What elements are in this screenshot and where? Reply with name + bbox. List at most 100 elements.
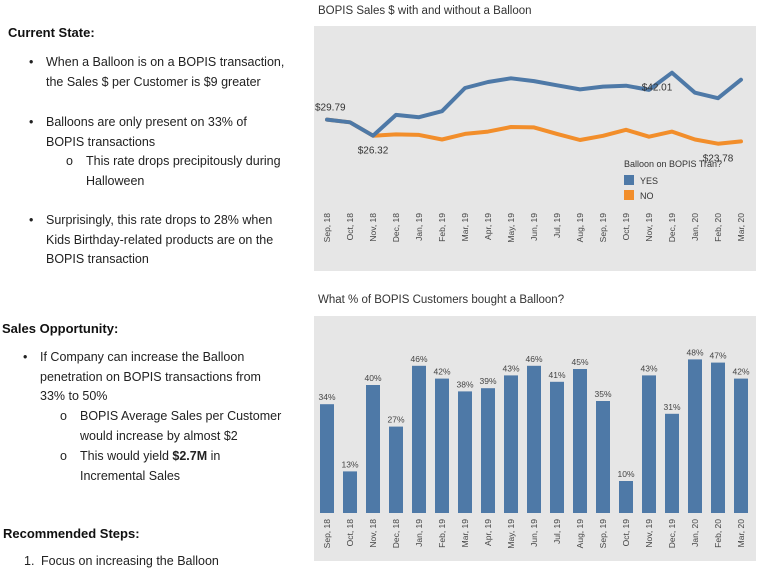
bullet-text-line: If Company can increase the Balloon bbox=[40, 350, 245, 364]
bullet-glyph: • bbox=[29, 115, 34, 129]
subbullet-incremental-sales: o This would yield $2.7M in Incremental … bbox=[60, 447, 220, 486]
bullet-text-line: Kids Birthday-related products are on th… bbox=[46, 232, 274, 247]
x-tick-label: Sep, 18 bbox=[322, 213, 332, 243]
bar bbox=[573, 369, 587, 513]
bullet-sales-per-customer: • When a Balloon is on a BOPIS transacti… bbox=[29, 53, 285, 92]
bar-value-label: 46% bbox=[410, 354, 427, 364]
summary-panel: Current State: • When a Balloon is on a … bbox=[0, 0, 312, 577]
bar bbox=[711, 362, 725, 513]
subbullet-text-line: Halloween bbox=[86, 173, 145, 188]
legend-swatch-yes bbox=[624, 175, 634, 185]
bullet-text-line: 33% to 50% bbox=[40, 389, 108, 403]
x-tick-label: Apr, 19 bbox=[483, 213, 493, 240]
x-tick-label: Jan, 19 bbox=[414, 519, 424, 547]
bar bbox=[320, 404, 334, 513]
x-tick-label: Jun, 19 bbox=[529, 213, 539, 241]
x-tick-label: Oct, 19 bbox=[621, 519, 631, 547]
x-tick-label: May, 19 bbox=[506, 213, 516, 243]
bar-value-label: 41% bbox=[548, 370, 565, 380]
x-tick-label: Jul, 19 bbox=[552, 519, 562, 544]
x-tick-label: Nov, 18 bbox=[368, 519, 378, 548]
x-tick-label: May, 19 bbox=[506, 519, 516, 549]
x-tick-label: Jun, 19 bbox=[529, 519, 539, 547]
series-line-no bbox=[325, 117, 743, 146]
bar bbox=[665, 413, 679, 513]
x-tick-label: Jan, 20 bbox=[690, 519, 700, 547]
bar bbox=[734, 378, 748, 513]
x-tick-label: Nov, 19 bbox=[644, 519, 654, 548]
x-tick-label: Feb, 19 bbox=[437, 519, 447, 548]
x-tick-label: Mar, 19 bbox=[460, 519, 470, 548]
bar bbox=[688, 359, 702, 513]
bullet-text-line: BOPIS transactions bbox=[46, 134, 156, 149]
bar-value-label: 47% bbox=[709, 351, 726, 361]
x-tick-label: Oct, 19 bbox=[621, 213, 631, 241]
bar-chart-panel: 34% 13% 40% 27% 46% 42% 38% 39% 43% 46% 41% 45% 35% 1… bbox=[314, 316, 756, 561]
bar bbox=[412, 365, 426, 513]
bullet-glyph: • bbox=[29, 213, 34, 227]
x-tick-label: Dec, 18 bbox=[391, 519, 401, 549]
bar-chart: 34% 13% 40% 27% 46% 42% 38% 39% 43% 46% 41% 45% 35% 1… bbox=[318, 347, 749, 549]
x-tick-label: Nov, 19 bbox=[644, 213, 654, 242]
bar bbox=[366, 385, 380, 513]
series-line-yes bbox=[325, 70, 743, 138]
data-label: $23.78 bbox=[703, 154, 734, 165]
x-tick-label: Jan, 19 bbox=[414, 213, 424, 241]
line-chart-title: BOPIS Sales $ with and without a Balloon bbox=[318, 5, 532, 17]
incremental-value: $2.7M bbox=[172, 449, 208, 463]
bullet-text-line: Surprisingly, this rate drops to 28% whe… bbox=[46, 213, 273, 227]
x-tick-label: Mar, 20 bbox=[736, 213, 746, 242]
subbullet-text-line: BOPIS Average Sales per Customer bbox=[80, 409, 282, 423]
data-label: $42.01 bbox=[642, 83, 673, 94]
subbullet-glyph: o bbox=[60, 449, 67, 463]
x-tick-label: Dec, 19 bbox=[667, 519, 677, 549]
bar-value-label: 43% bbox=[640, 363, 657, 373]
x-tick-label: Aug, 19 bbox=[575, 519, 585, 549]
bar-value-label: 34% bbox=[318, 392, 335, 402]
bar bbox=[481, 388, 495, 513]
bar-value-label: 43% bbox=[502, 363, 519, 373]
bar-value-label: 35% bbox=[594, 389, 611, 399]
subbullet-avg-sales: o BOPIS Average Sales per Customer would… bbox=[60, 407, 282, 446]
x-tick-label: Sep, 19 bbox=[598, 519, 608, 549]
x-tick-label: Apr, 19 bbox=[483, 519, 493, 546]
x-tick-label: Dec, 19 bbox=[667, 213, 677, 243]
x-tick-label: Feb, 20 bbox=[713, 213, 723, 242]
bar-value-label: 27% bbox=[387, 415, 404, 425]
x-tick-label: Jan, 20 bbox=[690, 213, 700, 241]
data-label: $29.79 bbox=[315, 103, 346, 114]
bar-value-label: 40% bbox=[364, 373, 381, 383]
text-suffix: in bbox=[207, 449, 221, 463]
bullet-kids-birthday: • Surprisingly, this rate drops to 28% w… bbox=[29, 211, 274, 270]
bullet-increase-penetration: • If Company can increase the Balloon pe… bbox=[23, 348, 261, 407]
bar-value-label: 42% bbox=[433, 367, 450, 377]
bar-value-label: 46% bbox=[525, 354, 542, 364]
bar-chart-title: What % of BOPIS Customers bought a Ballo… bbox=[318, 294, 565, 306]
bar-value-label: 13% bbox=[341, 459, 358, 469]
bar-value-label: 31% bbox=[663, 402, 680, 412]
bullet-glyph: • bbox=[23, 350, 28, 364]
x-tick-label: Sep, 18 bbox=[322, 519, 332, 549]
bar-value-label: 10% bbox=[617, 469, 634, 479]
bullet-text-line: BOPIS transaction bbox=[46, 252, 149, 266]
subbullet-halloween: o This rate drops precipitously during H… bbox=[66, 152, 281, 191]
subbullet-text-line: would increase by almost $2 bbox=[80, 428, 238, 443]
bullet-text-line: Balloons are only present on 33% of bbox=[46, 115, 247, 129]
x-tick-label: Oct, 18 bbox=[345, 213, 355, 241]
line-chart-panel: $29.79 $26.32 $42.01 $23.78 Balloon on BOPIS… bbox=[314, 26, 756, 271]
bullet-text-line: When a Balloon is on a BOPIS transaction… bbox=[46, 55, 285, 69]
bar bbox=[343, 471, 357, 513]
x-tick-label: Dec, 18 bbox=[391, 213, 401, 243]
x-tick-label: Nov, 18 bbox=[368, 213, 378, 242]
subbullet-text-line: This would yield $2.7M in bbox=[80, 447, 220, 467]
x-tick-label: Mar, 20 bbox=[736, 519, 746, 548]
x-tick-label: Mar, 19 bbox=[460, 213, 470, 242]
bar bbox=[642, 375, 656, 513]
bar bbox=[550, 381, 564, 513]
subbullet-glyph: o bbox=[60, 409, 67, 423]
bar bbox=[504, 375, 518, 513]
bar-value-label: 38% bbox=[456, 379, 473, 389]
data-label: $26.32 bbox=[358, 146, 389, 157]
bar bbox=[596, 401, 610, 513]
